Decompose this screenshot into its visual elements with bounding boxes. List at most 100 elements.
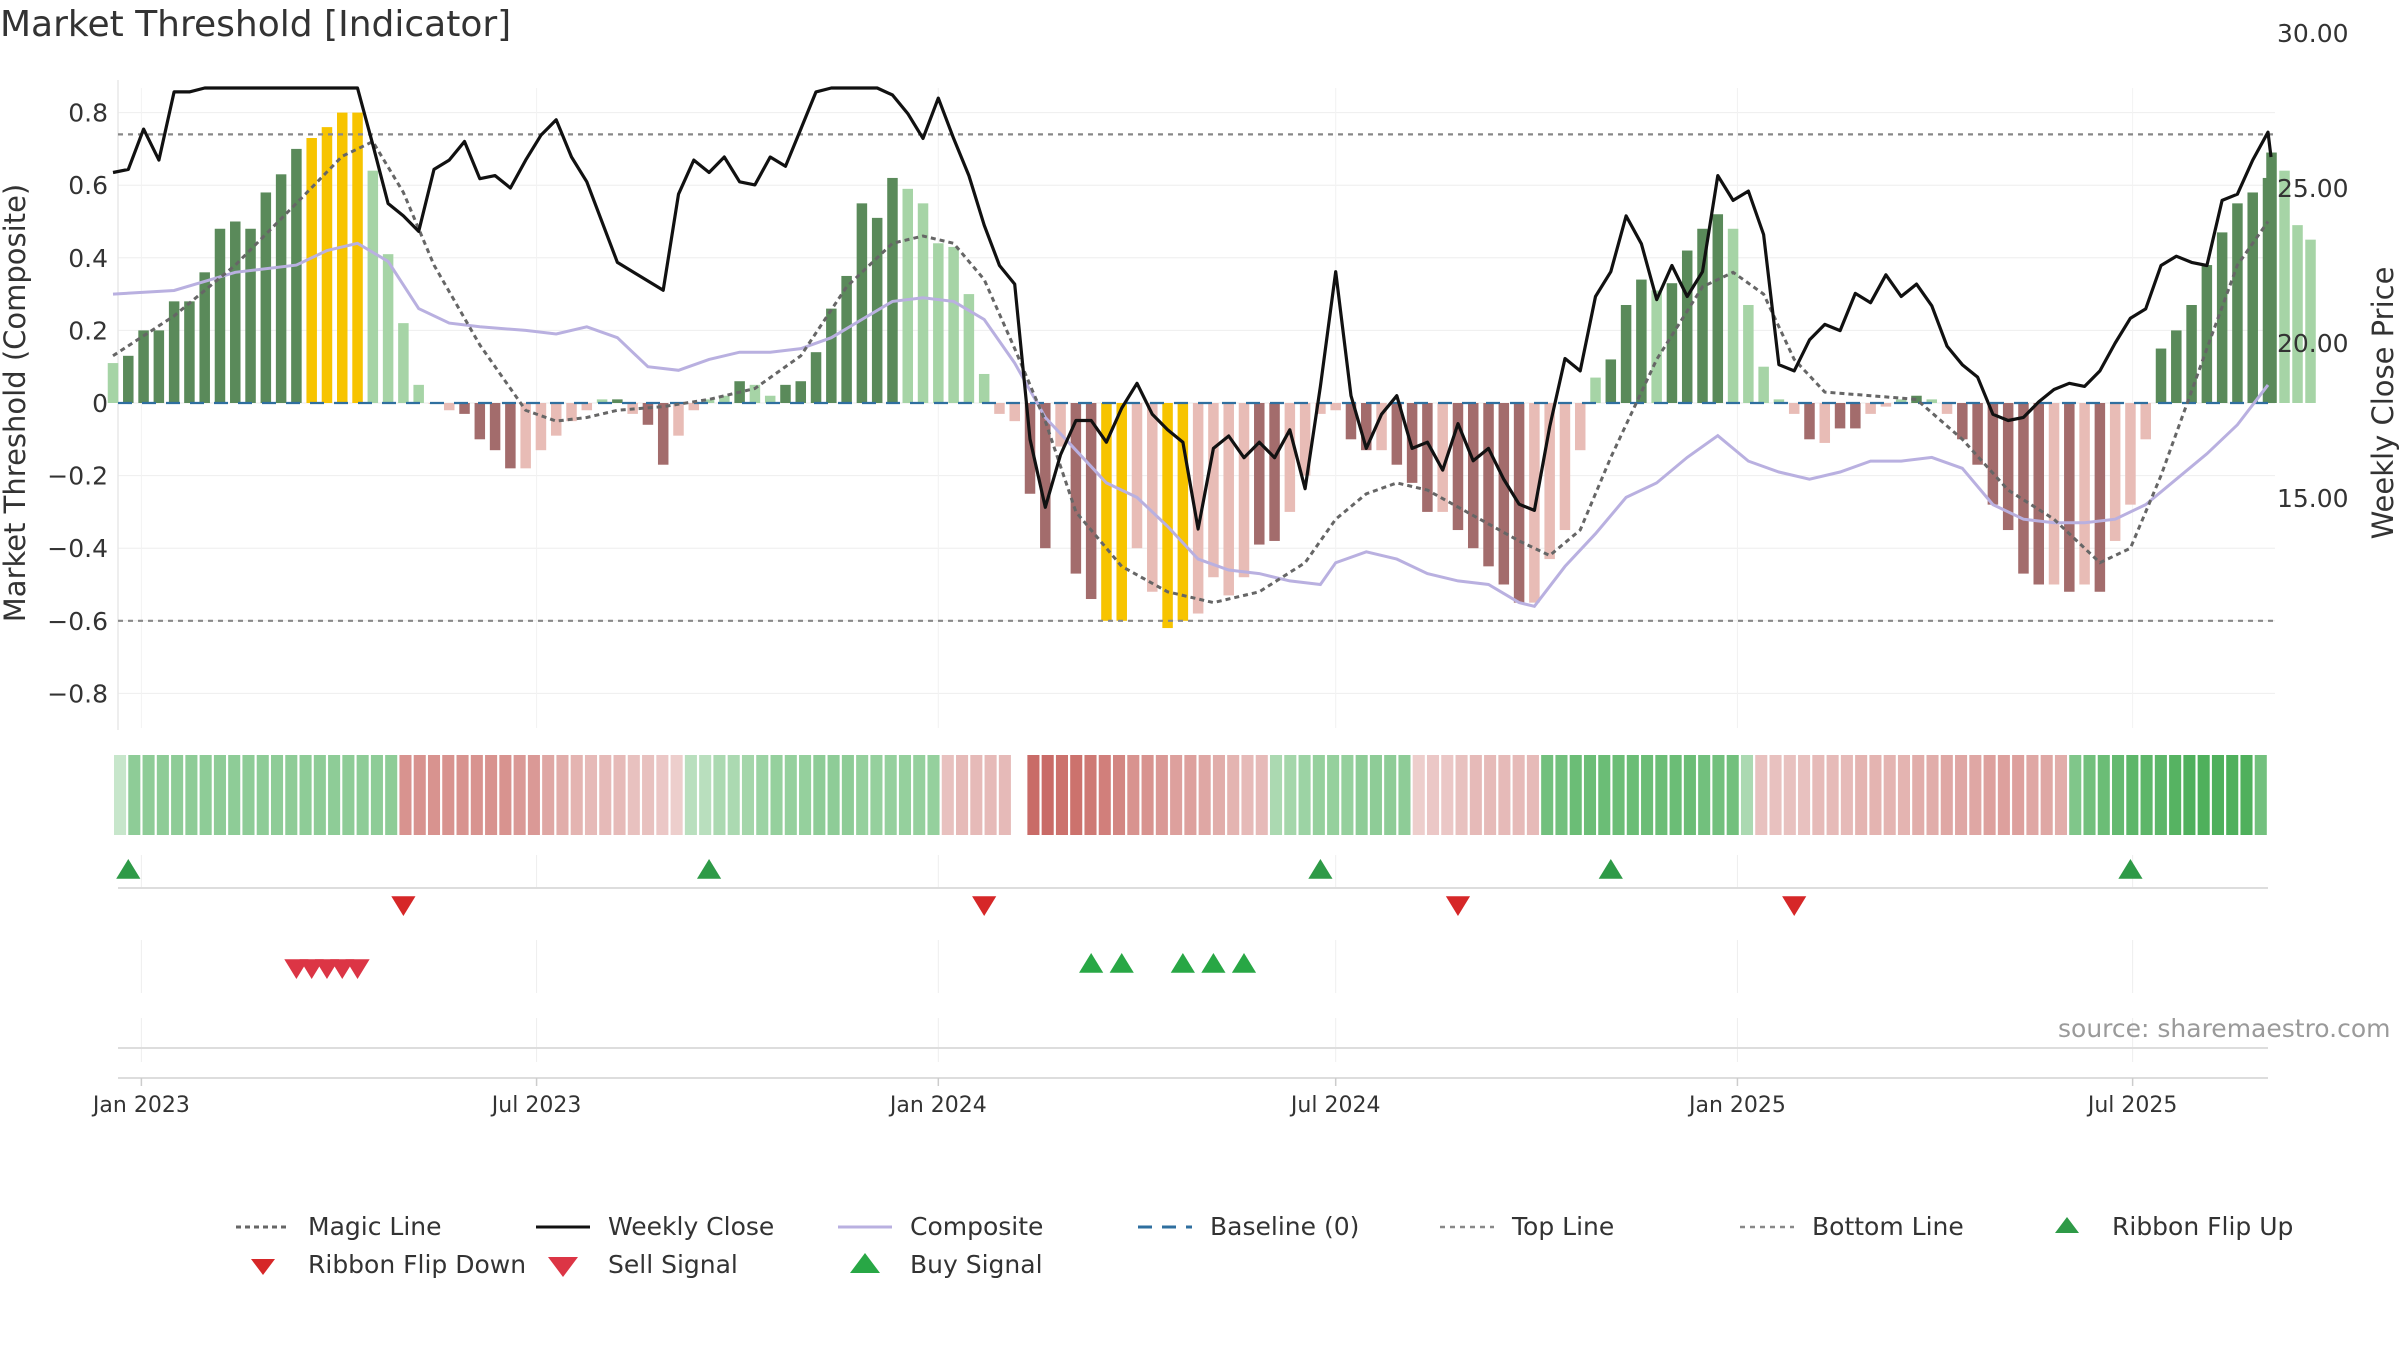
- composite-bar: [230, 221, 241, 403]
- composite-bar: [168, 301, 180, 403]
- composite-bar: [1712, 214, 1724, 403]
- composite-bar: [550, 403, 562, 436]
- y-tick-label: 0.4: [68, 244, 108, 273]
- ribbon-cell: [1455, 755, 1468, 835]
- composite-bar: [291, 148, 302, 403]
- composite-bar: [1666, 283, 1678, 403]
- composite-bar: [703, 399, 715, 403]
- composite-bar: [1299, 403, 1311, 476]
- ribbon-cell: [2240, 755, 2253, 835]
- composite-line: [112, 241, 2270, 608]
- composite-bar: [1483, 403, 1494, 567]
- ribbon-cell: [941, 755, 954, 835]
- composite-bar: [1788, 403, 1800, 414]
- ribbon-cell: [1983, 755, 1996, 835]
- composite-bar: [2094, 403, 2106, 592]
- legend-label: Ribbon Flip Down: [308, 1250, 527, 1279]
- ribbon-cell: [1541, 755, 1554, 835]
- ribbon-cell: [827, 755, 840, 835]
- ribbon-cell: [1669, 755, 1682, 835]
- ribbon-cell: [128, 755, 141, 835]
- ribbon-flip-up-marker: [1308, 859, 1333, 879]
- ribbon-cell: [1484, 755, 1497, 835]
- x-tick-label: Jul 2025: [2086, 1093, 2178, 1118]
- composite-bar: [1315, 403, 1326, 414]
- composite-bar: [505, 403, 516, 469]
- right-axis-ticks: 30.00 25.00 20.00 15.00: [2277, 19, 2349, 513]
- ribbon-cell: [970, 755, 983, 835]
- ribbon-cell: [485, 755, 498, 835]
- composite-bar: [1101, 403, 1112, 621]
- ribbon-cell: [713, 755, 726, 835]
- ribbon-flip-up-marker: [696, 859, 722, 879]
- ribbon-cell: [1084, 755, 1097, 835]
- ribbon-cell: [2140, 755, 2153, 835]
- composite-bar: [841, 275, 852, 403]
- composite-bar: [1758, 366, 1769, 403]
- ribbon-cell: [1897, 755, 1911, 835]
- ribbon-cell: [2097, 755, 2110, 835]
- composite-bar: [1880, 403, 1892, 407]
- ribbon-cell: [156, 755, 169, 835]
- composite-bar: [382, 254, 394, 403]
- ribbon-cell: [884, 755, 897, 835]
- composite-bar: [153, 330, 165, 403]
- composite-bar: [1895, 399, 1907, 403]
- ribbon-cell: [1027, 755, 1040, 835]
- ribbon-cell: [1769, 755, 1782, 835]
- composite-bar: [1391, 403, 1403, 465]
- legend-swatch: [236, 1225, 290, 1229]
- ribbon-cell: [684, 755, 697, 835]
- composite-bar: [1177, 403, 1189, 621]
- ribbon-cell: [1569, 755, 1582, 835]
- ribbon-cell: [2254, 755, 2267, 835]
- composite-bar: [642, 403, 654, 425]
- composite-bar: [321, 127, 333, 404]
- composite-bar: [581, 403, 593, 411]
- composite-bar: [413, 384, 424, 403]
- composite-bar: [2201, 265, 2213, 403]
- composite-bar: [1819, 403, 1831, 443]
- composite-bar: [2155, 348, 2167, 403]
- composite-bar: [2171, 330, 2182, 403]
- composite-bar: [275, 174, 287, 403]
- ribbon-cell: [527, 755, 540, 835]
- legend-swatch: [850, 1253, 880, 1273]
- ribbon-cell: [1740, 755, 1754, 835]
- composite-bar: [1620, 304, 1632, 403]
- composite-bar: [1926, 399, 1938, 403]
- composite-bar: [1559, 403, 1571, 531]
- composite-bar: [2292, 225, 2303, 403]
- ribbon-cell: [228, 755, 241, 835]
- composite-bar: [1040, 403, 1051, 549]
- composite-bar: [1651, 290, 1662, 403]
- composite-bar: [184, 301, 195, 403]
- ribbon-cell: [1840, 755, 1853, 835]
- ribbon-cell: [741, 755, 755, 835]
- legend-label: Weekly Close: [608, 1212, 775, 1241]
- composite-bar: [1238, 403, 1250, 578]
- composite-bar: [2140, 403, 2151, 440]
- composite-bar: [1957, 403, 1968, 440]
- ribbon-cell: [1426, 755, 1440, 835]
- ribbon-cell: [642, 755, 655, 835]
- ribbon-cell: [427, 755, 441, 835]
- composite-bar: [856, 203, 868, 403]
- legend-swatch: [1440, 1225, 1494, 1229]
- ribbon-cell: [1526, 755, 1539, 835]
- composite-bar: [1131, 403, 1143, 549]
- y-tick-label: 0.2: [68, 316, 108, 345]
- composite-bar: [612, 399, 623, 403]
- ribbon-cell: [727, 755, 740, 835]
- ribbon-cell: [1812, 755, 1825, 835]
- ribbon-cell: [1184, 755, 1197, 835]
- ribbon-cell: [956, 755, 969, 835]
- composite-bar: [810, 352, 822, 403]
- y-tick-label: −0.8: [47, 679, 108, 708]
- ribbon-cell: [1055, 755, 1068, 835]
- y-tick-label: −0.6: [47, 607, 108, 636]
- ribbon-cell: [1997, 755, 2010, 835]
- composite-bar: [489, 403, 501, 451]
